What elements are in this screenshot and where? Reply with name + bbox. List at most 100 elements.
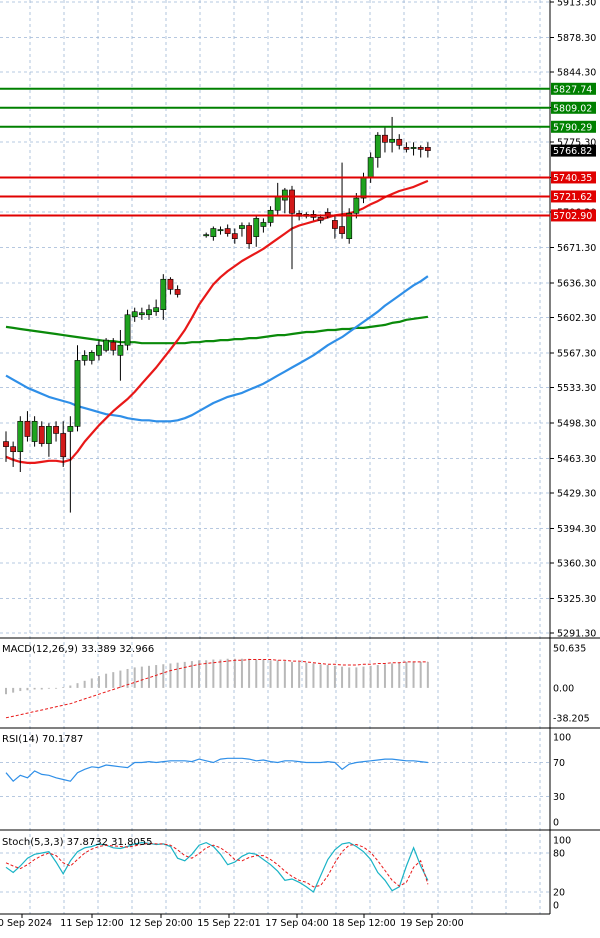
stoch-tick-label: 80	[553, 849, 565, 860]
candle	[331, 216, 338, 239]
time-axis-ticks: 10 Sep 2024 11 Sep 12:00 12 Sep 20:00 15 Se…	[0, 914, 464, 929]
candle-body-down	[339, 226, 345, 234]
macd-histogram-bar	[233, 658, 236, 688]
candle-body-up	[67, 426, 74, 432]
macd-histogram-bar	[47, 687, 50, 689]
candle	[131, 307, 138, 322]
candle	[246, 222, 252, 249]
level-tag	[551, 101, 596, 114]
level-label: 5721.62	[553, 192, 592, 203]
macd-histogram-bar	[26, 687, 29, 691]
stoch-signal-line	[5, 842, 429, 888]
candle	[153, 299, 160, 316]
macd-histogram-bar	[376, 665, 379, 688]
candle	[67, 416, 74, 513]
time-tick-label: 10 Sep 2024	[0, 918, 52, 929]
macd-histogram-bar	[148, 665, 150, 688]
macd-histogram-bar	[190, 661, 193, 688]
candle-body-up	[346, 213, 353, 239]
candle	[382, 127, 388, 153]
candle	[117, 329, 124, 381]
current-price-tag	[551, 144, 596, 157]
stoch-pane: 100 80 20 0	[0, 836, 571, 912]
price-tick-label: 5325.30	[557, 594, 596, 605]
macd-histogram-bar	[97, 676, 100, 688]
time-tick-label: 19 Sep 20:00	[400, 918, 463, 929]
price-tick-label: 5360.30	[557, 559, 596, 570]
macd-histogram-bar	[412, 661, 415, 688]
price-tick-label: 5844.30	[557, 67, 596, 78]
candle-body-down	[382, 134, 388, 143]
macd-histogram-bar	[105, 673, 108, 688]
candle	[174, 285, 181, 298]
macd-histogram-bar	[162, 664, 165, 688]
price-levels: 5827.74 5809.02 5790.29 5740.35 5721.62 5702.…	[0, 82, 596, 222]
price-tick-label: 5291.30	[557, 629, 596, 640]
candle	[138, 307, 145, 320]
candle-body-down	[317, 217, 324, 221]
macd-histogram-bar	[326, 665, 329, 688]
macd-histogram-bar	[426, 661, 429, 688]
current-price-label: 5766.82	[553, 146, 592, 157]
candle-body-up	[253, 218, 260, 237]
candle-body-down	[174, 289, 181, 295]
candle	[146, 304, 152, 320]
macd-histogram-bar	[369, 665, 372, 688]
candle	[417, 145, 424, 158]
candle	[81, 350, 88, 366]
candle	[96, 340, 102, 361]
candle-body-down	[289, 189, 295, 214]
time-tick-label: 18 Sep 12:00	[332, 918, 395, 929]
price-tick-label: 5533.30	[557, 383, 596, 394]
macd-histogram-bar	[248, 658, 251, 688]
price-tick-label: 5775.30	[557, 137, 596, 148]
current-price-marker: 5766.82	[551, 144, 596, 157]
candle-body-down	[417, 147, 424, 150]
rsi-tick-label: 30	[553, 792, 565, 803]
macd-histogram-bar	[62, 687, 65, 688]
macd-histogram-bar	[319, 664, 322, 688]
price-tick-label: 5602.30	[557, 313, 596, 324]
candle-body-up	[210, 228, 217, 237]
macd-histogram-bar	[5, 687, 7, 695]
candle	[38, 421, 45, 447]
candle-body-up	[74, 360, 81, 427]
candle	[346, 208, 353, 244]
price-tick-label: 5463.30	[557, 454, 596, 465]
candle-body-down	[246, 225, 252, 245]
macd-histogram-bar	[183, 661, 186, 688]
candle	[31, 416, 38, 447]
candle-body-down	[60, 433, 67, 458]
price-tick-label: 5498.30	[557, 419, 596, 430]
macd-histogram-bar	[255, 659, 258, 688]
candle-body-down	[3, 441, 9, 447]
candle	[74, 345, 81, 432]
macd-tick-label: 0.00	[553, 683, 574, 694]
macd-histogram-bar	[291, 661, 293, 688]
candle	[10, 441, 17, 467]
stoch-main-line	[5, 841, 429, 893]
macd-histogram-bar	[341, 666, 344, 688]
candle-body-up	[274, 195, 281, 211]
candle	[17, 416, 24, 473]
candle	[239, 222, 245, 237]
candle	[167, 277, 174, 295]
macd-histogram-bar	[391, 663, 394, 688]
stoch-tick-label: 0	[553, 901, 559, 912]
candle	[60, 421, 67, 467]
candle	[217, 226, 224, 235]
rsi-tick-label: 0	[553, 818, 559, 829]
level-label: 5702.90	[553, 211, 592, 222]
candle-body-down	[224, 228, 231, 234]
macd-histogram-bar	[205, 660, 208, 688]
macd-histogram-bar	[69, 685, 72, 688]
rsi-label: RSI(14) 70.1787	[2, 734, 83, 745]
candle-body-up	[374, 134, 381, 158]
candle	[160, 274, 167, 320]
candle-body-up	[45, 426, 52, 444]
candle-body-up	[117, 344, 124, 356]
candle	[224, 224, 231, 237]
macd-histogram-bar	[276, 660, 279, 688]
